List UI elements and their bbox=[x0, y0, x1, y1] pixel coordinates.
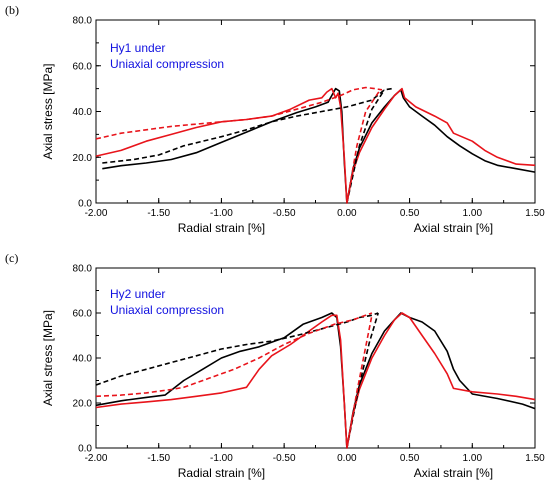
x-axis-title-axial: Axial strain [%] bbox=[414, 221, 493, 235]
x-tick-label: -1.50 bbox=[147, 453, 170, 464]
y-tick-label: 0.0 bbox=[78, 199, 92, 210]
y-tick-label: 20.0 bbox=[73, 399, 93, 410]
x-tick-label: 1.50 bbox=[525, 453, 545, 464]
x-tick-label: -0.50 bbox=[273, 208, 296, 219]
x-tick-label: -1.00 bbox=[210, 208, 233, 219]
annotation-line: Hy1 under bbox=[110, 41, 165, 55]
y-tick-label: 60.0 bbox=[73, 309, 93, 320]
x-tick-label: -0.50 bbox=[273, 453, 296, 464]
series-line-black-dashed-2 bbox=[95, 312, 379, 386]
annotation-line: Uniaxial compression bbox=[110, 57, 224, 71]
series-line-black-solid-0 bbox=[102, 87, 536, 204]
panel-label: (b) bbox=[5, 3, 19, 17]
annotation-line: Hy2 under bbox=[110, 287, 165, 301]
y-axis-title: Axial stress [MPa] bbox=[41, 310, 55, 406]
y-tick-label: 60.0 bbox=[73, 61, 93, 72]
y-tick-label: 80.0 bbox=[73, 16, 93, 27]
annotation-line: Uniaxial compression bbox=[110, 303, 224, 317]
y-tick-label: 0.0 bbox=[78, 444, 92, 455]
x-tick-label: 0.00 bbox=[337, 453, 357, 464]
x-tick-label: 1.00 bbox=[463, 208, 483, 219]
x-tick-label: 1.50 bbox=[525, 208, 545, 219]
series-line-black-dashed-2 bbox=[102, 87, 393, 164]
series-line-black-solid-0 bbox=[95, 312, 536, 449]
x-tick-label: -1.00 bbox=[210, 453, 233, 464]
x-tick-label: -1.50 bbox=[147, 208, 170, 219]
x-tick-label: -2.00 bbox=[85, 453, 108, 464]
panel-label: (c) bbox=[5, 251, 18, 265]
x-tick-label: 1.00 bbox=[463, 453, 483, 464]
series-line-red-dashed-5 bbox=[346, 90, 381, 204]
x-tick-label: -2.00 bbox=[85, 208, 108, 219]
series-line-red-dashed-3 bbox=[95, 312, 373, 398]
y-axis-title: Axial stress [MPa] bbox=[41, 63, 55, 159]
series-line-red-solid-1 bbox=[95, 312, 536, 449]
series-line-red-dashed-5 bbox=[346, 315, 373, 449]
y-tick-label: 40.0 bbox=[73, 107, 93, 118]
x-axis-title-axial: Axial strain [%] bbox=[414, 466, 493, 480]
y-tick-label: 20.0 bbox=[73, 153, 93, 164]
chart-panel-1: (c) -2.00 -1.50 -1.00 -0.50 0.00 0.50 1.00 1.50 0… bbox=[5, 251, 545, 480]
x-tick-label: 0.00 bbox=[337, 208, 357, 219]
x-axis-title-radial: Radial strain [%] bbox=[178, 466, 265, 480]
series-line-red-solid-1 bbox=[95, 87, 536, 204]
chart-panel-0: (b) -2.00 -1.50 -1.00 -0.50 0.00 0.50 1.00 1.50 0… bbox=[5, 3, 545, 235]
x-tick-label: 0.50 bbox=[400, 453, 420, 464]
series-line-black-dashed-4 bbox=[346, 89, 386, 204]
x-tick-label: 0.50 bbox=[400, 208, 420, 219]
y-tick-label: 40.0 bbox=[73, 354, 93, 365]
x-axis-title-radial: Radial strain [%] bbox=[178, 221, 265, 235]
y-tick-label: 80.0 bbox=[73, 264, 93, 275]
series-line-red-dashed-3 bbox=[95, 86, 383, 140]
